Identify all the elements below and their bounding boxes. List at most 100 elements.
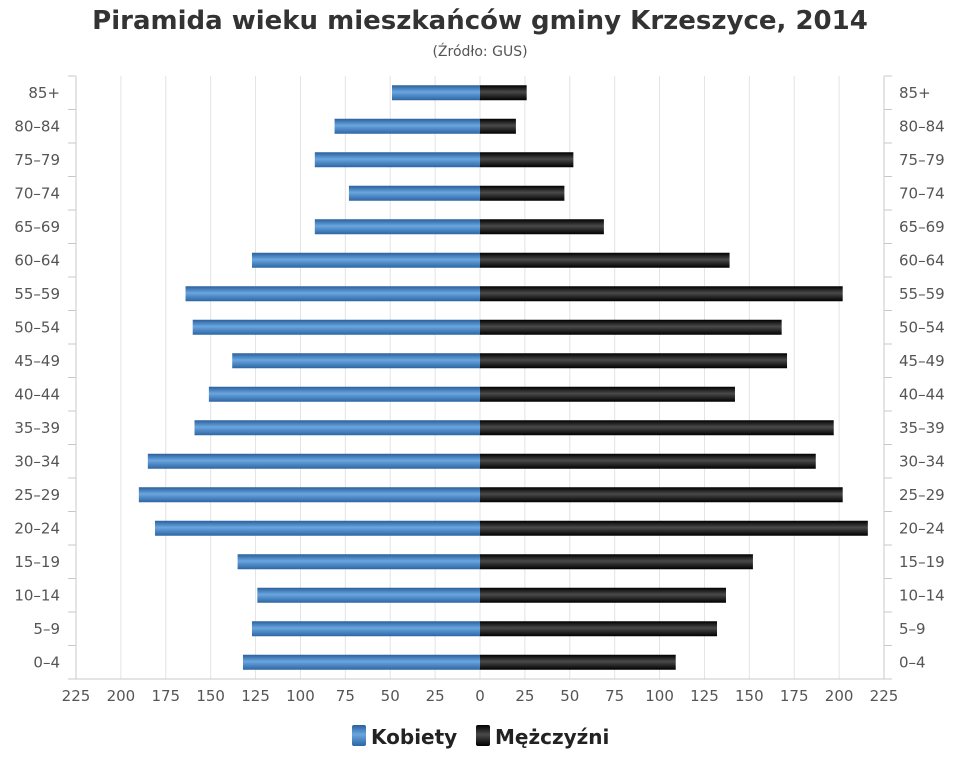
x-tick-label: 25 bbox=[426, 687, 445, 705]
x-tick-label: 50 bbox=[381, 687, 400, 705]
y-tick-label-right: 20–24 bbox=[899, 519, 945, 537]
legend-label: Kobiety bbox=[371, 725, 457, 749]
x-tick-label: 125 bbox=[690, 687, 719, 705]
y-tick-label-right: 50–54 bbox=[899, 318, 945, 336]
y-tick-label-right: 10–14 bbox=[899, 586, 945, 604]
bar-mezczyzni-6 bbox=[480, 286, 843, 302]
x-tick-label: 125 bbox=[241, 687, 270, 705]
bar-kobiety-11 bbox=[147, 453, 481, 469]
y-tick-label-left: 40–44 bbox=[14, 385, 60, 403]
y-tick-label-right: 80–84 bbox=[899, 117, 945, 135]
y-tick-label-left: 25–29 bbox=[14, 486, 60, 504]
y-tick-label-right: 35–39 bbox=[899, 419, 945, 437]
bar-kobiety-4 bbox=[314, 219, 480, 235]
y-tick-label-right: 25–29 bbox=[899, 486, 945, 504]
x-tick-label: 175 bbox=[780, 687, 809, 705]
y-tick-label-left: 70–74 bbox=[14, 184, 60, 202]
y-tick-label-right: 75–79 bbox=[899, 151, 945, 169]
y-tick-label-left: 50–54 bbox=[14, 318, 60, 336]
y-tick-label-left: 35–39 bbox=[14, 419, 60, 437]
bar-mezczyzni-14 bbox=[480, 554, 753, 570]
x-tick-label: 200 bbox=[825, 687, 854, 705]
bar-kobiety-17 bbox=[242, 654, 480, 670]
y-tick-label-right: 85+ bbox=[899, 84, 931, 102]
bar-mezczyzni-10 bbox=[480, 420, 834, 436]
x-tick-label: 25 bbox=[515, 687, 534, 705]
chart-subtitle: (Źródło: GUS) bbox=[432, 44, 528, 60]
x-tick-label: 200 bbox=[107, 687, 136, 705]
x-tick-label: 150 bbox=[735, 687, 764, 705]
bar-kobiety-3 bbox=[348, 185, 480, 201]
legend-item-kobiety[interactable]: Kobiety bbox=[352, 725, 457, 749]
y-tick-label-right: 55–59 bbox=[899, 285, 945, 303]
bar-mezczyzni-5 bbox=[480, 252, 730, 268]
bar-kobiety-10 bbox=[194, 420, 481, 436]
chart-title: Piramida wieku mieszkańców gminy Krzeszy… bbox=[92, 6, 868, 36]
bar-kobiety-14 bbox=[237, 554, 480, 570]
y-tick-label-right: 45–49 bbox=[899, 352, 945, 370]
bar-kobiety-6 bbox=[185, 286, 481, 302]
bar-mezczyzni-8 bbox=[480, 353, 788, 369]
y-tick-labels: 85+ 85+ 80–84 80–84 75–79 75–79 70–74 70–74 65–6… bbox=[14, 84, 944, 672]
y-tick-label-right: 60–64 bbox=[899, 251, 945, 269]
bar-mezczyzni-12 bbox=[480, 487, 843, 503]
y-tick-label-left: 75–79 bbox=[14, 151, 60, 169]
bar-mezczyzni-13 bbox=[480, 520, 868, 536]
x-tick-label: 100 bbox=[645, 687, 674, 705]
y-tick-label-left: 85+ bbox=[28, 84, 60, 102]
bar-kobiety-8 bbox=[232, 353, 480, 369]
x-tick-label: 100 bbox=[286, 687, 315, 705]
x-tick-label: 150 bbox=[196, 687, 225, 705]
legend-item-mezczyzni[interactable]: Mężczyźni bbox=[476, 725, 609, 749]
legend-swatch bbox=[476, 725, 490, 746]
y-tick-label-left: 0–4 bbox=[33, 653, 60, 671]
bar-kobiety-5 bbox=[251, 252, 480, 268]
bar-mezczyzni-0 bbox=[480, 85, 527, 101]
bar-mezczyzni-3 bbox=[480, 185, 565, 201]
bar-mezczyzni-4 bbox=[480, 219, 604, 235]
y-tick-label-left: 5–9 bbox=[33, 620, 60, 638]
legend[interactable]: Kobiety Mężczyźni bbox=[352, 725, 609, 749]
bar-mezczyzni-17 bbox=[480, 654, 676, 670]
y-tick-label-left: 80–84 bbox=[14, 117, 60, 135]
y-tick-label-left: 30–34 bbox=[14, 452, 60, 470]
bar-mezczyzni-11 bbox=[480, 453, 816, 469]
y-tick-label-left: 55–59 bbox=[14, 285, 60, 303]
y-tick-label-right: 15–19 bbox=[899, 553, 945, 571]
x-tick-label: 225 bbox=[870, 687, 899, 705]
bar-kobiety-12 bbox=[138, 487, 480, 503]
bar-mezczyzni-9 bbox=[480, 386, 735, 402]
y-tick-label-right: 70–74 bbox=[899, 184, 945, 202]
y-tick-label-right: 0–4 bbox=[899, 653, 926, 671]
x-tick-label: 75 bbox=[605, 687, 624, 705]
bar-mezczyzni-7 bbox=[480, 319, 782, 335]
y-tick-label-left: 60–64 bbox=[14, 251, 60, 269]
bar-kobiety-15 bbox=[257, 587, 480, 603]
bar-kobiety-1 bbox=[334, 118, 480, 134]
y-tick-label-right: 65–69 bbox=[899, 218, 945, 236]
y-tick-label-left: 65–69 bbox=[14, 218, 60, 236]
bar-mezczyzni-15 bbox=[480, 587, 726, 603]
y-tick-label-left: 15–19 bbox=[14, 553, 60, 571]
y-tick-label-left: 10–14 bbox=[14, 586, 60, 604]
x-tick-label: 0 bbox=[475, 687, 485, 705]
chart-frame bbox=[68, 75, 892, 680]
x-tick-labels: 225 200 175 150 125 100 75 50 25 0 25 50 75 100 125 150… bbox=[62, 687, 899, 705]
bar-mezczyzni-16 bbox=[480, 621, 718, 637]
legend-swatch bbox=[352, 725, 366, 746]
x-tick-label: 175 bbox=[151, 687, 180, 705]
y-tick-label-right: 30–34 bbox=[899, 452, 945, 470]
bar-kobiety-0 bbox=[392, 85, 480, 101]
y-tick-label-right: 5–9 bbox=[899, 620, 926, 638]
x-tick-label: 225 bbox=[62, 687, 91, 705]
bar-kobiety-16 bbox=[251, 621, 480, 637]
bar-kobiety-13 bbox=[155, 520, 480, 536]
bars bbox=[138, 85, 868, 670]
y-tick-label-left: 45–49 bbox=[14, 352, 60, 370]
y-tick-label-left: 20–24 bbox=[14, 519, 60, 537]
x-tick-label: 75 bbox=[336, 687, 355, 705]
bar-kobiety-9 bbox=[208, 386, 481, 402]
y-tick-label-right: 40–44 bbox=[899, 385, 945, 403]
bar-kobiety-7 bbox=[192, 319, 480, 335]
